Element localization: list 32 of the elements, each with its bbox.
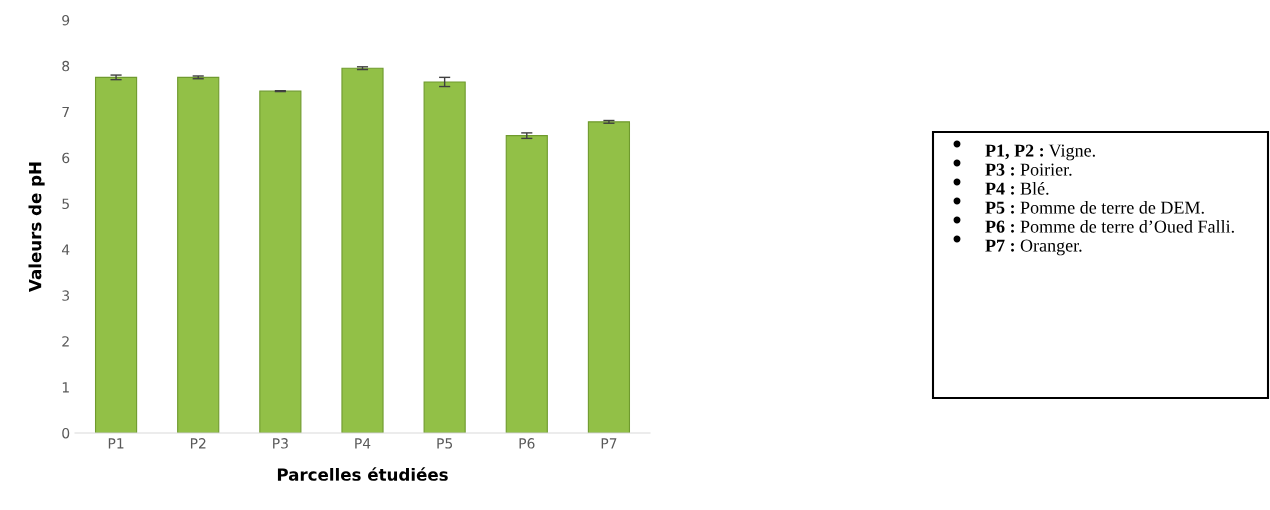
text: P5 : Pomme de terre de DEM. bbox=[985, 201, 1204, 214]
y-axis-title: Valeurs de pH bbox=[28, 162, 45, 292]
y-tick-label: 1 bbox=[62, 382, 69, 393]
x-tick-label: P2 bbox=[190, 438, 206, 449]
x-axis-title: Parcelles étudiées bbox=[277, 467, 448, 481]
y-tick-label: 3 bbox=[62, 290, 70, 301]
text: P6 : Pomme de terre d’Oued Falli. bbox=[985, 220, 1234, 233]
bar bbox=[94, 76, 138, 433]
text: P3 : Poirier. bbox=[985, 163, 1072, 176]
bar bbox=[341, 67, 384, 433]
y-tick-label: 6 bbox=[62, 152, 70, 164]
bar bbox=[259, 90, 302, 433]
bar bbox=[423, 81, 466, 433]
text: P4 : Blé. bbox=[985, 181, 1049, 195]
bar bbox=[587, 121, 631, 433]
bar bbox=[505, 135, 548, 433]
y-tick-label: 0 bbox=[62, 427, 70, 439]
x-tick-label: P1 bbox=[108, 438, 124, 449]
y-tick-label: 9 bbox=[62, 14, 70, 26]
x-tick-label: P6 bbox=[519, 438, 535, 449]
y-tick-label: 8 bbox=[62, 60, 70, 72]
x-tick-label: P5 bbox=[437, 438, 453, 449]
y-tick-label: 4 bbox=[61, 244, 70, 255]
y-tick-label: 5 bbox=[62, 198, 69, 210]
x-tick-label: P4 bbox=[355, 438, 371, 449]
text: P1, P2 : Vigne. bbox=[985, 144, 1095, 161]
y-tick-label: 7 bbox=[62, 106, 69, 118]
x-tick-label: P3 bbox=[273, 438, 288, 449]
x-tick-label: P7 bbox=[601, 438, 617, 449]
text: P7 : Oranger. bbox=[985, 239, 1082, 256]
y-tick-label: 2 bbox=[62, 336, 69, 347]
bar bbox=[177, 76, 220, 433]
